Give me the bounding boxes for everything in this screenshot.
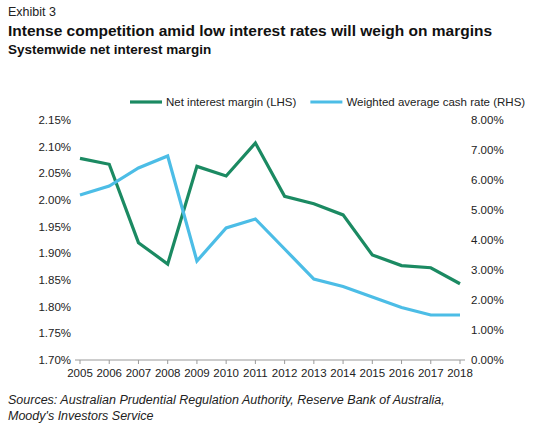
x-tick [460, 360, 461, 364]
x-tick [109, 360, 110, 364]
x-tick-label: 2007 [126, 367, 152, 379]
y2-tick [465, 180, 468, 181]
y-tick [72, 173, 75, 174]
y-tick [72, 360, 75, 361]
y-tick-label: 2.15% [38, 114, 71, 126]
legend-swatch [310, 100, 342, 103]
y-tick-label: 1.80% [38, 301, 71, 313]
chart: Exhibit 3 Intense competition amid low in… [0, 0, 551, 434]
x-tick [80, 360, 81, 364]
x-tick [313, 360, 314, 364]
x-tick [226, 360, 227, 364]
plot-area [80, 143, 460, 315]
y-tick-label: 2.05% [38, 167, 71, 179]
legend-swatch [130, 100, 162, 103]
x-tick-label: 2010 [213, 367, 239, 379]
x-tick-label: 2016 [389, 367, 415, 379]
x-axis [75, 360, 465, 361]
y2-tick-label: 3.00% [471, 264, 504, 276]
x-tick-label: 2012 [272, 367, 298, 379]
exhibit-label: Exhibit 3 [8, 5, 56, 19]
x-tick-label: 2005 [67, 367, 93, 379]
x-tick [196, 360, 197, 364]
x-tick [167, 360, 168, 364]
y-tick [72, 120, 75, 121]
x-tick [255, 360, 256, 364]
y-tick-label: 1.85% [38, 274, 71, 286]
y2-tick [465, 330, 468, 331]
y2-tick [465, 240, 468, 241]
x-tick-label: 2014 [330, 367, 356, 379]
legend-label: Weighted average cash rate (RHS) [346, 96, 525, 108]
y2-tick [465, 120, 468, 121]
x-tick [138, 360, 139, 364]
y2-tick-label: 5.00% [471, 204, 504, 216]
x-tick [372, 360, 373, 364]
y2-tick-label: 2.00% [471, 294, 504, 306]
x-tick-label: 2013 [301, 367, 327, 379]
y-tick-label: 2.00% [38, 194, 71, 206]
series-line [80, 156, 460, 315]
y-tick [72, 200, 75, 201]
y2-tick-label: 1.00% [471, 324, 504, 336]
y-tick-label: 2.10% [38, 141, 71, 153]
y2-tick-label: 4.00% [471, 234, 504, 246]
x-tick-label: 2009 [184, 367, 210, 379]
y2-tick [465, 210, 468, 211]
x-tick-label: 2011 [243, 367, 268, 379]
y-tick-label: 1.90% [38, 247, 71, 259]
x-tick [284, 360, 285, 364]
legend-label: Net interest margin (LHS) [166, 96, 297, 108]
x-tick [430, 360, 431, 364]
x-tick-label: 2015 [360, 367, 386, 379]
subtitle: Systemwide net interest margin [8, 42, 211, 57]
y-tick-label: 1.70% [38, 354, 71, 366]
y-tick [72, 280, 75, 281]
y2-tick [465, 360, 468, 361]
series-line [80, 143, 460, 284]
y-tick [72, 253, 75, 254]
y2-tick-label: 8.00% [471, 114, 504, 126]
y2-tick [465, 150, 468, 151]
y2-tick-label: 0.00% [471, 354, 504, 366]
y-tick-label: 1.95% [38, 221, 71, 233]
y-tick [72, 226, 75, 227]
y-tick-label: 1.75% [38, 327, 71, 339]
x-tick-label: 2008 [155, 367, 181, 379]
x-tick-label: 2017 [418, 367, 444, 379]
y2-tick [465, 270, 468, 271]
title: Intense competition amid low interest ra… [8, 22, 492, 39]
x-tick-label: 2006 [96, 367, 122, 379]
y2-tick [465, 300, 468, 301]
source: Sources: Australian Prudential Regulatio… [8, 392, 478, 424]
x-tick [343, 360, 344, 364]
x-tick [401, 360, 402, 364]
y-tick [72, 333, 75, 334]
y2-tick-label: 6.00% [471, 174, 504, 186]
y-tick [72, 306, 75, 307]
x-tick-label: 2018 [447, 367, 473, 379]
y2-tick-label: 7.00% [471, 144, 504, 156]
y-tick [72, 146, 75, 147]
